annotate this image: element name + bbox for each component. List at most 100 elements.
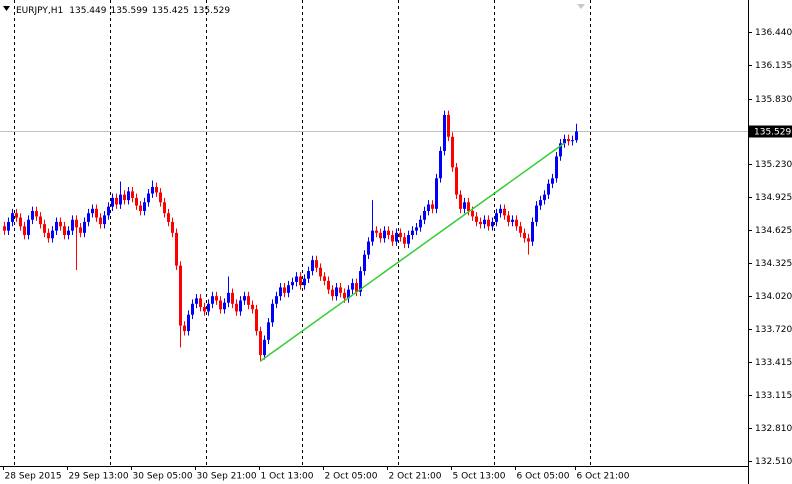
body <box>163 202 166 214</box>
body <box>111 197 114 207</box>
body <box>455 167 458 195</box>
body <box>295 276 298 282</box>
body <box>211 296 214 304</box>
body <box>407 235 410 244</box>
body <box>299 276 302 286</box>
body <box>31 211 34 220</box>
body <box>563 138 566 144</box>
high: 135.599 <box>110 6 147 16</box>
symbol: EURJPY,H1 <box>16 6 63 16</box>
y-tick-label: 132.510 <box>755 457 792 467</box>
body <box>159 192 162 203</box>
body <box>559 143 562 157</box>
body <box>543 194 546 201</box>
body <box>131 191 134 198</box>
body <box>371 230 374 242</box>
body <box>567 138 570 142</box>
low: 135.425 <box>152 6 189 16</box>
body <box>375 230 378 233</box>
body <box>535 205 538 222</box>
body <box>275 296 278 304</box>
y-tick-label: 132.810 <box>755 424 792 434</box>
y-tick-label: 135.230 <box>755 160 792 170</box>
body <box>419 219 422 228</box>
price-tag <box>749 125 792 138</box>
body <box>395 232 398 242</box>
y-tick-label: 136.135 <box>755 61 792 71</box>
body <box>527 238 530 242</box>
body <box>467 202 470 212</box>
body <box>539 200 542 206</box>
body <box>515 219 518 227</box>
body <box>115 197 118 205</box>
body <box>67 230 70 236</box>
body <box>575 131 578 141</box>
body <box>355 283 358 292</box>
body <box>207 303 210 312</box>
body <box>443 114 446 151</box>
body <box>255 309 258 332</box>
body <box>327 280 330 290</box>
body <box>171 221 174 233</box>
body <box>447 114 450 137</box>
body <box>199 298 202 308</box>
body <box>307 271 310 279</box>
body <box>79 227 82 233</box>
body <box>531 221 534 242</box>
body <box>155 186 158 193</box>
body <box>411 230 414 236</box>
body <box>15 213 18 218</box>
body <box>195 298 198 304</box>
body <box>59 221 62 227</box>
body <box>415 227 418 231</box>
body <box>143 202 146 212</box>
body <box>167 213 170 222</box>
body <box>507 215 510 222</box>
x-tick-label: 1 Oct 13:00 <box>261 472 314 482</box>
body <box>263 339 266 356</box>
body <box>219 300 222 310</box>
body <box>459 194 462 209</box>
body <box>367 241 370 255</box>
body <box>495 213 498 222</box>
body <box>7 221 10 231</box>
body <box>487 219 490 227</box>
body <box>343 292 346 299</box>
body <box>247 296 250 305</box>
body <box>303 278 306 286</box>
price-tag-label: 135.529 <box>754 128 791 138</box>
body <box>11 213 14 222</box>
trendline <box>260 142 565 362</box>
body <box>315 260 318 268</box>
body <box>127 191 130 201</box>
body <box>231 292 234 304</box>
body <box>499 208 502 214</box>
body <box>23 226 26 236</box>
body <box>19 217 22 227</box>
body <box>471 211 474 217</box>
y-tick-label: 134.325 <box>755 259 792 269</box>
body <box>403 237 406 244</box>
body <box>227 292 230 303</box>
body <box>427 204 430 212</box>
x-tick-label: 30 Sep 05:00 <box>133 472 193 482</box>
body <box>119 194 122 205</box>
y-tick-label: 134.020 <box>755 292 792 302</box>
body <box>215 296 218 301</box>
body <box>147 193 150 203</box>
body <box>491 221 494 227</box>
menu-arrow[interactable] <box>3 6 10 11</box>
y-tick-label: 135.830 <box>755 95 792 105</box>
body <box>203 307 206 312</box>
body <box>239 300 242 312</box>
body <box>347 289 350 299</box>
body <box>187 314 190 332</box>
body <box>91 208 94 214</box>
body <box>571 140 574 142</box>
shift-marker <box>577 4 585 9</box>
close: 135.529 <box>193 6 230 16</box>
chart-header: EURJPY,H1 135.449 135.599 135.425 135.529 <box>16 6 230 16</box>
body <box>555 156 558 179</box>
body <box>183 325 186 332</box>
body <box>399 232 402 238</box>
